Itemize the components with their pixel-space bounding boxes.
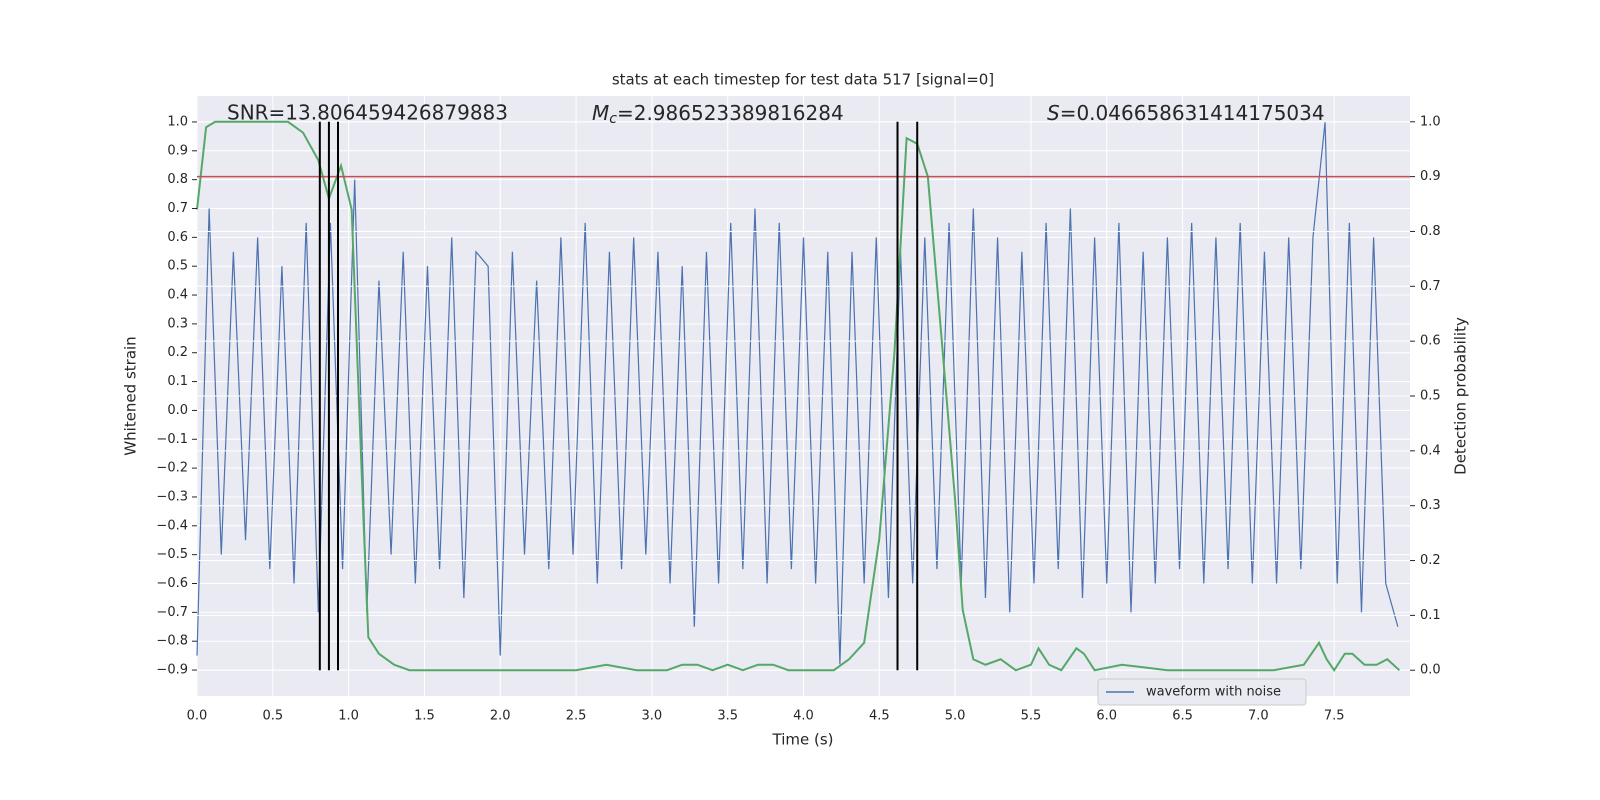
y2-tick-label: 0.7 — [1420, 279, 1441, 294]
y2-tick-label: 0.3 — [1420, 498, 1441, 513]
annotation: S=0.046658631414175034 — [1047, 101, 1325, 125]
y-tick-label: −0.3 — [156, 489, 188, 504]
x-tick-label: 1.0 — [338, 709, 359, 724]
y-axis-label: Whitened strain — [122, 336, 140, 455]
y-tick-label: −0.6 — [156, 576, 188, 591]
y-tick-label: 1.0 — [167, 114, 188, 129]
chart-title: stats at each timestep for test data 517… — [612, 71, 994, 89]
y-tick-label: 0.7 — [167, 201, 188, 216]
y-tick-label: −0.8 — [156, 634, 188, 649]
annotation-text: =0.046658631414175034 — [1060, 101, 1325, 125]
series-line — [196, 121, 1399, 665]
annotation-subscript: c — [609, 111, 617, 127]
x-tick-label: 4.5 — [869, 709, 890, 724]
y-tick-label: −0.1 — [156, 432, 188, 447]
x-tick-label: 6.5 — [1172, 709, 1193, 724]
y-tick-label: 0.1 — [167, 374, 188, 389]
y2-tick-label: 0.8 — [1420, 224, 1441, 239]
y-tick-label: 0.3 — [167, 316, 188, 331]
annotation-text: =2.986523389816284 — [617, 101, 844, 125]
x-tick-label: 3.0 — [642, 709, 663, 724]
y-tick-label: −0.7 — [156, 605, 188, 620]
y2-tick-label: 0.0 — [1420, 663, 1441, 678]
annotation: SNR=13.806459426879883 — [227, 101, 508, 125]
y2-axis-label: Detection probability — [1452, 317, 1470, 475]
x-tick-label: 2.0 — [490, 709, 511, 724]
x-tick-label: 7.0 — [1248, 709, 1269, 724]
y2-tick-label: 0.2 — [1420, 553, 1441, 568]
y2-tick-label: 0.1 — [1420, 608, 1441, 623]
legend: waveform with noise — [1097, 678, 1307, 706]
y-tick-label: 0.0 — [167, 403, 188, 418]
annotation-symbol: M — [592, 101, 609, 125]
x-tick-label: 4.0 — [793, 709, 814, 724]
x-tick-label: 6.0 — [1096, 709, 1117, 724]
y-tick-label: 0.9 — [167, 143, 188, 158]
y2-tick-label: 1.0 — [1420, 114, 1441, 129]
y2-tick-label: 0.4 — [1420, 443, 1441, 458]
y-tick-label: −0.9 — [156, 663, 188, 678]
x-axis-label: Time (s) — [772, 731, 834, 749]
x-tick-label: 1.5 — [414, 709, 435, 724]
y-tick-label: −0.2 — [156, 461, 188, 476]
y2-tick-label: 0.5 — [1420, 389, 1441, 404]
y-tick-label: 0.8 — [167, 172, 188, 187]
marks — [196, 121, 1399, 665]
y-tick-label: −0.5 — [156, 547, 188, 562]
x-tick-label: 0.0 — [187, 709, 208, 724]
y2-tick-label: 0.9 — [1420, 169, 1441, 184]
legend-label: waveform with noise — [1146, 685, 1281, 700]
y-tick-label: 0.2 — [167, 345, 188, 360]
x-tick-label: 5.0 — [945, 709, 966, 724]
legend-box — [1097, 678, 1307, 706]
x-tick-label: 0.5 — [262, 709, 283, 724]
x-tick-label: 3.5 — [717, 709, 738, 724]
x-tick-label: 5.5 — [1021, 709, 1042, 724]
y-tick-label: −0.4 — [156, 518, 188, 533]
series-line — [196, 120, 1401, 673]
y-tick-label: 0.5 — [167, 259, 188, 274]
y2-tick-label: 0.6 — [1420, 334, 1441, 349]
x-tick-label: 2.5 — [566, 709, 587, 724]
annotation: Mc=2.986523389816284 — [592, 101, 844, 128]
y-tick-label: 0.6 — [167, 230, 188, 245]
overlay — [196, 120, 1410, 673]
annotation-symbol: S — [1047, 101, 1060, 125]
x-tick-label: 7.5 — [1324, 709, 1345, 724]
y-tick-label: 0.4 — [167, 288, 188, 303]
